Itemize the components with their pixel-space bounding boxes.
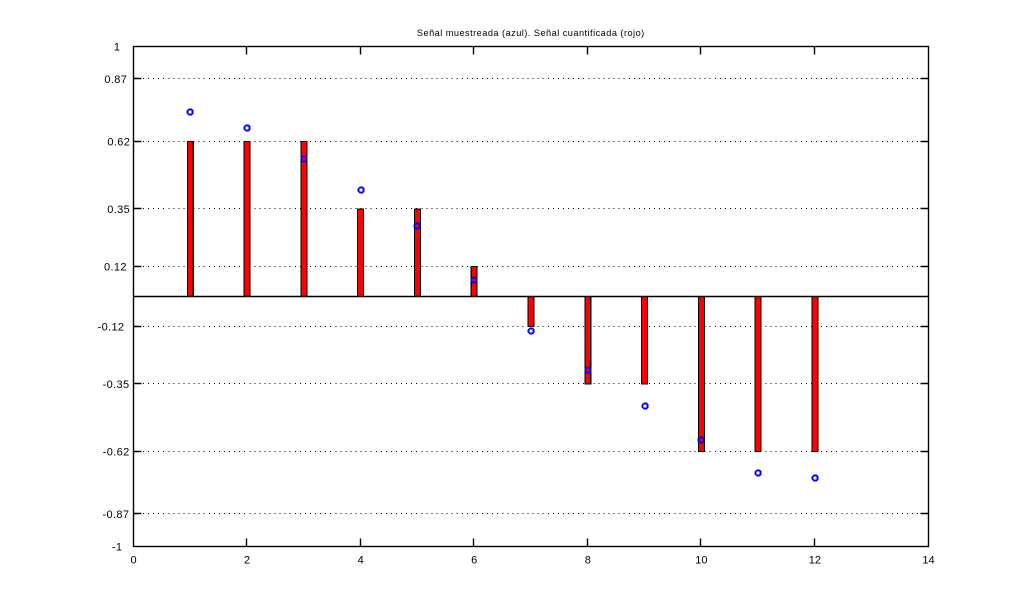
svg-text:0.12: 0.12	[104, 262, 127, 274]
svg-text:10: 10	[695, 555, 707, 567]
svg-text:0.62: 0.62	[107, 137, 130, 149]
svg-text:14: 14	[922, 555, 934, 567]
svg-text:0.35: 0.35	[107, 204, 130, 216]
svg-text:-0.35: -0.35	[103, 379, 130, 391]
svg-text:4: 4	[358, 555, 364, 567]
svg-text:8: 8	[585, 555, 591, 567]
svg-text:-0.62: -0.62	[103, 447, 130, 459]
svg-text:2: 2	[244, 555, 250, 567]
svg-text:-0.12: -0.12	[98, 322, 125, 334]
svg-text:0: 0	[130, 555, 136, 567]
svg-text:Señal muestreada (azul). Señal: Señal muestreada (azul). Señal cuantific…	[417, 28, 645, 38]
svg-text:6: 6	[471, 555, 477, 567]
svg-text:-1: -1	[112, 542, 122, 554]
svg-text:1: 1	[114, 42, 120, 54]
svg-text:12: 12	[809, 555, 821, 567]
svg-text:-0.87: -0.87	[102, 509, 129, 521]
svg-text:0.87: 0.87	[104, 74, 127, 86]
